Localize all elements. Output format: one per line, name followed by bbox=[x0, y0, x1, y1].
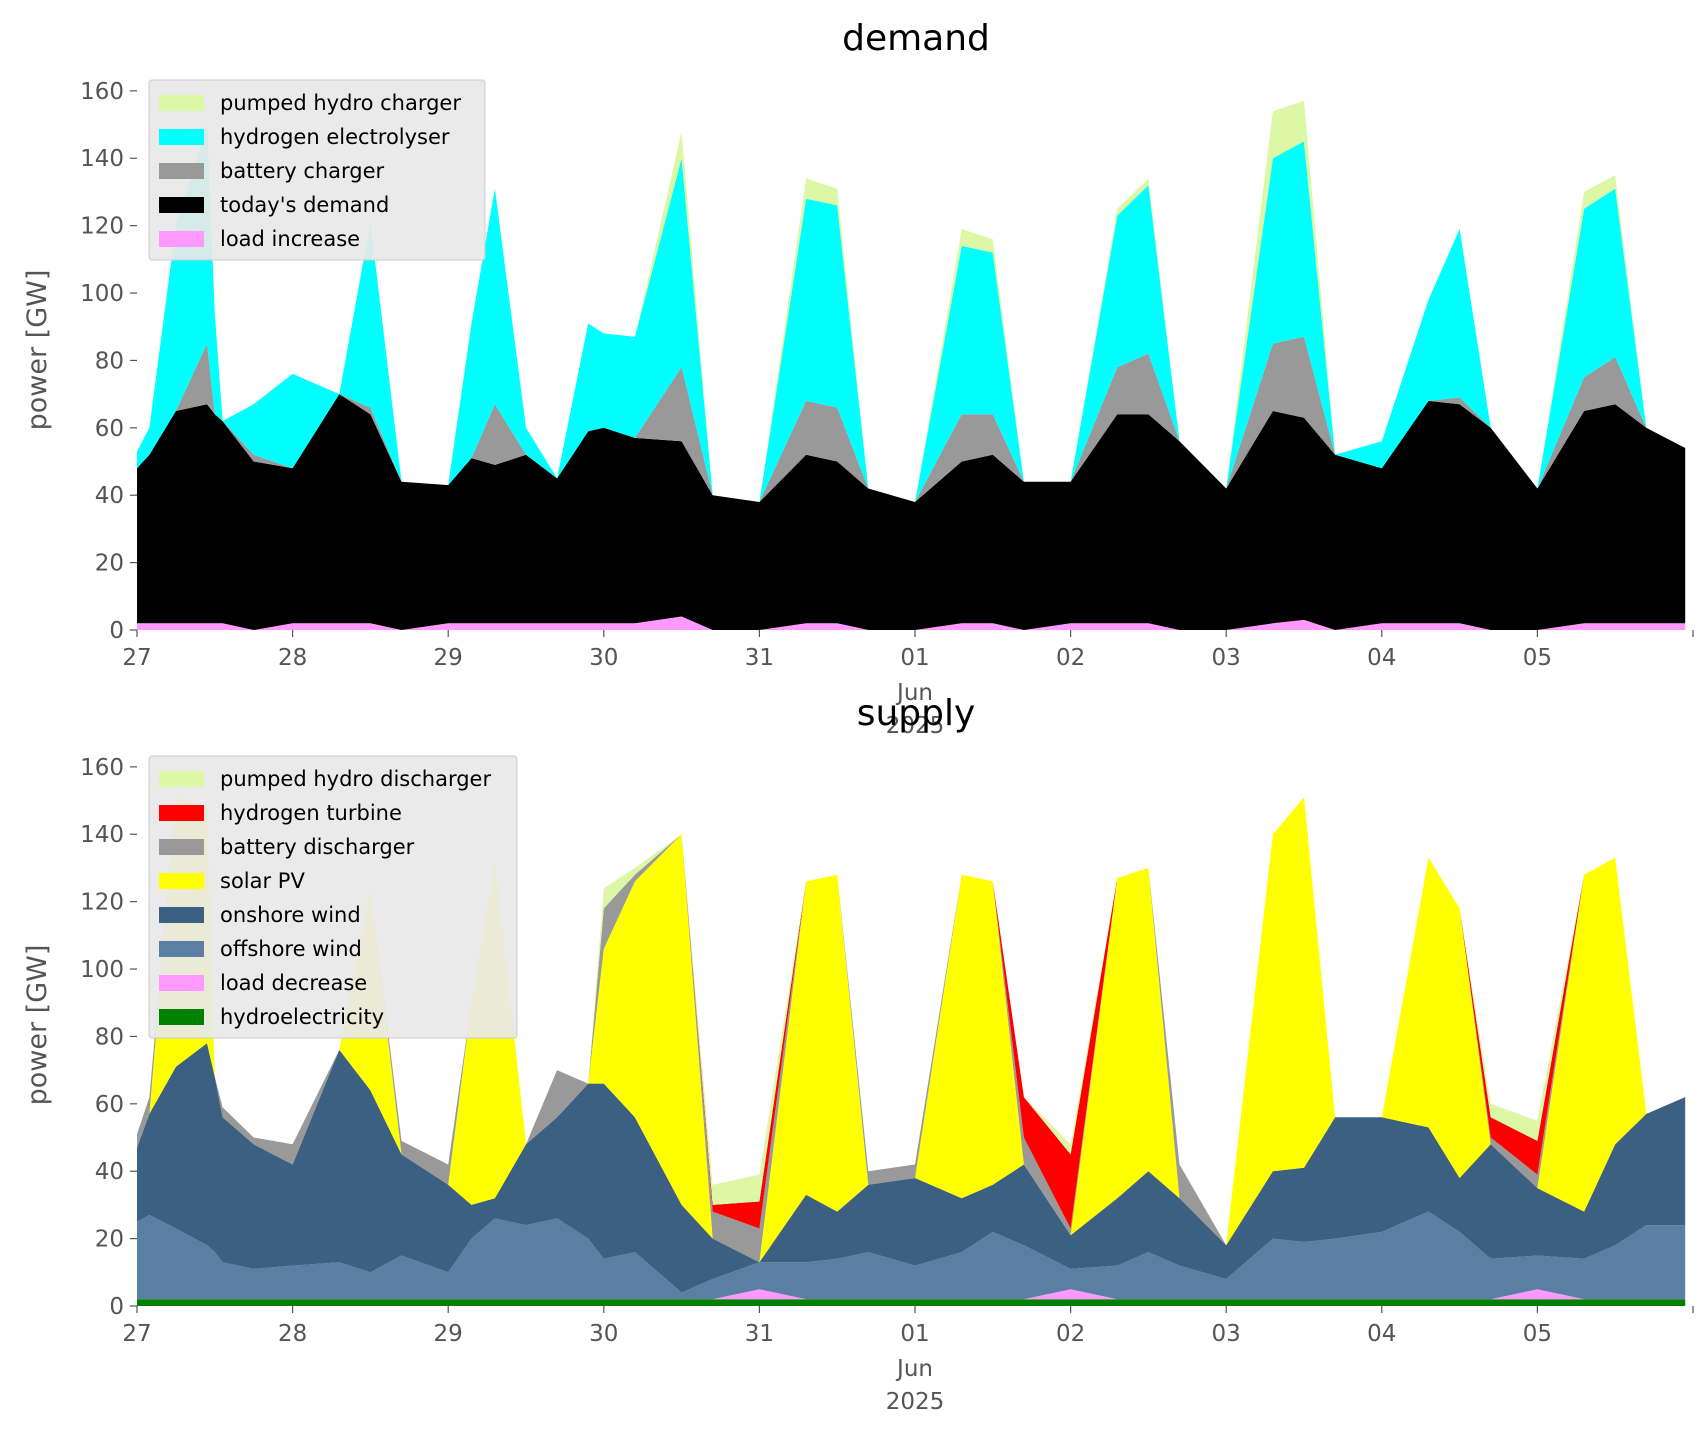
x-tick-label: 30 bbox=[589, 645, 618, 671]
legend-label-pumped-hydro-discharger: pumped hydro discharger bbox=[220, 767, 491, 791]
area-today-s-demand bbox=[137, 394, 1686, 630]
legend-label-load-decrease: load decrease bbox=[220, 971, 367, 995]
y-tick-label: 40 bbox=[95, 483, 124, 509]
x-tick-label: 02 bbox=[1056, 645, 1085, 671]
x-tick-label: 28 bbox=[278, 1321, 307, 1347]
x-tick-label: 30 bbox=[589, 1321, 618, 1347]
x-tick-label: 31 bbox=[745, 1321, 774, 1347]
area-solar-pv bbox=[137, 797, 1686, 1263]
legend-swatch-load-increase bbox=[159, 231, 204, 247]
legend-swatch-load-decrease bbox=[159, 975, 204, 991]
y-tick-label: 100 bbox=[80, 281, 124, 307]
y-axis-label: power [GW] bbox=[22, 270, 53, 431]
legend-label-onshore-wind: onshore wind bbox=[220, 903, 361, 927]
y-tick-label: 80 bbox=[95, 348, 124, 374]
legend: pumped hydro discharger hydrogen turbine b… bbox=[148, 755, 518, 1039]
x-tick-label: 03 bbox=[1212, 1321, 1241, 1347]
legend-label-battery-discharger: battery discharger bbox=[220, 835, 415, 859]
x-month-label: Jun bbox=[895, 1356, 933, 1382]
legend-label-solar-pv: solar PV bbox=[220, 869, 305, 893]
y-tick-label: 80 bbox=[95, 1024, 124, 1050]
x-month-label: 2025 bbox=[886, 1389, 945, 1415]
legend-label-load-increase: load increase bbox=[220, 227, 360, 251]
legend-swatch-hydrogen-turbine bbox=[159, 805, 204, 821]
legend-swatch-pumped-hydro-charger bbox=[159, 95, 204, 111]
legend-box bbox=[148, 755, 518, 1039]
x-tick-label: 29 bbox=[434, 1321, 463, 1347]
area-battery-charger bbox=[137, 336, 1686, 502]
legend-swatch-onshore-wind bbox=[159, 907, 204, 923]
y-tick-label: 20 bbox=[95, 551, 124, 577]
x-tick-label: 01 bbox=[900, 645, 929, 671]
legend: pumped hydro charger hydrogen electrolyse… bbox=[148, 79, 486, 261]
legend-swatch-battery-discharger bbox=[159, 839, 204, 855]
area-hydroelectricity bbox=[137, 1299, 1686, 1306]
y-tick-label: 100 bbox=[80, 957, 124, 983]
x-tick-label: 28 bbox=[278, 645, 307, 671]
legend-swatch-offshore-wind bbox=[159, 941, 204, 957]
y-tick-label: 60 bbox=[95, 416, 124, 442]
x-tick-label: 05 bbox=[1523, 645, 1552, 671]
area-battery-discharger bbox=[137, 797, 1686, 1263]
legend-swatch-solar-pv bbox=[159, 873, 204, 889]
area-stack bbox=[137, 797, 1686, 1306]
legend-label-battery-charger: battery charger bbox=[220, 159, 385, 183]
demand-chart: demand power [GW] 0204060801001201401602… bbox=[22, 18, 1694, 739]
legend-swatch-pumped-hydro-discharger bbox=[159, 771, 204, 787]
x-tick-label: 05 bbox=[1523, 1321, 1552, 1347]
legend-swatch-today-s-demand bbox=[159, 197, 204, 213]
chart-title: demand bbox=[842, 18, 990, 59]
y-tick-label: 20 bbox=[95, 1227, 124, 1253]
supply-chart: supply power [GW] 0204060801001201401602… bbox=[22, 693, 1694, 1415]
legend-label-hydrogen-turbine: hydrogen turbine bbox=[220, 801, 402, 825]
x-month-label: Jun bbox=[895, 680, 933, 706]
x-tick-label: 31 bbox=[745, 645, 774, 671]
x-tick-label: 01 bbox=[900, 1321, 929, 1347]
area-offshore-wind bbox=[137, 1211, 1686, 1300]
x-tick-label: 04 bbox=[1367, 1321, 1396, 1347]
legend-label-hydrogen-electrolyser: hydrogen electrolyser bbox=[220, 125, 450, 149]
legend-label-hydroelectricity: hydroelectricity bbox=[220, 1005, 384, 1029]
legend-label-pumped-hydro-charger: pumped hydro charger bbox=[220, 91, 461, 115]
x-tick-label: 03 bbox=[1212, 645, 1241, 671]
legend-swatch-hydroelectricity bbox=[159, 1009, 204, 1025]
legend-label-offshore-wind: offshore wind bbox=[220, 937, 362, 961]
x-tick-label: 02 bbox=[1056, 1321, 1085, 1347]
y-tick-label: 160 bbox=[80, 755, 124, 781]
y-tick-label: 120 bbox=[80, 890, 124, 916]
area-load-increase bbox=[137, 616, 1686, 630]
y-tick-label: 0 bbox=[109, 618, 124, 644]
y-tick-label: 140 bbox=[80, 146, 124, 172]
x-tick-label: 27 bbox=[122, 1321, 151, 1347]
y-tick-label: 160 bbox=[80, 79, 124, 105]
axes: 0 20 40 60 80 100 120 140 160 27 28 29 30 31 01 02 03 04 0… bbox=[80, 755, 1694, 1415]
x-month-label: 2025 bbox=[886, 713, 945, 739]
legend-box bbox=[148, 79, 486, 261]
x-tick-label: 27 bbox=[122, 645, 151, 671]
area-stack bbox=[137, 101, 1686, 630]
y-tick-label: 120 bbox=[80, 214, 124, 240]
y-tick-label: 0 bbox=[109, 1294, 124, 1320]
chart-title: supply bbox=[857, 693, 976, 734]
area-hydrogen-electrolyser bbox=[137, 124, 1686, 502]
area-load-decrease bbox=[137, 1289, 1686, 1300]
y-tick-label: 40 bbox=[95, 1159, 124, 1185]
legend-swatch-hydrogen-electrolyser bbox=[159, 129, 204, 145]
x-tick-label: 04 bbox=[1367, 645, 1396, 671]
y-tick-label: 60 bbox=[95, 1092, 124, 1118]
y-tick-label: 140 bbox=[80, 822, 124, 848]
area-onshore-wind bbox=[137, 1043, 1686, 1293]
x-tick-label: 29 bbox=[434, 645, 463, 671]
legend-label-today-s-demand: today's demand bbox=[220, 193, 389, 217]
axes: 0 20 40 60 80 100 120 140 160 27 28 29 30 31 01 02 03 04 0… bbox=[80, 79, 1694, 739]
legend-swatch-battery-charger bbox=[159, 163, 204, 179]
y-axis-label: power [GW] bbox=[22, 945, 53, 1106]
